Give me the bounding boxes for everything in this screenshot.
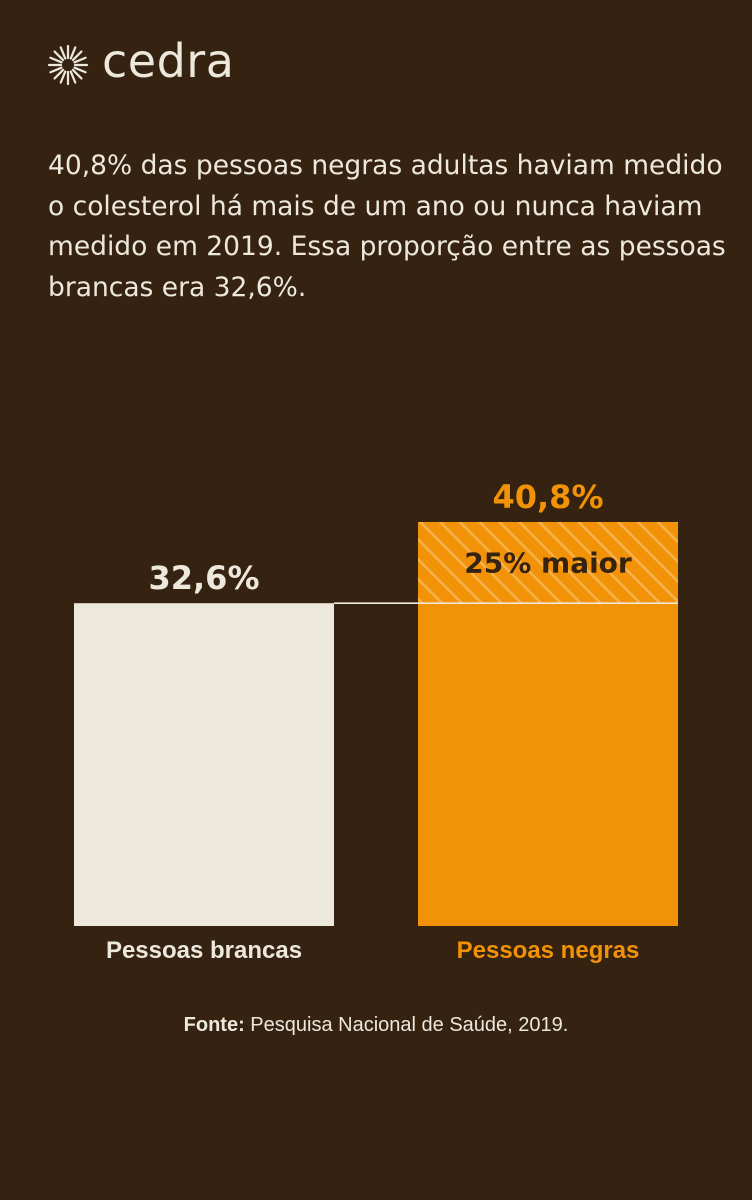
brand-name: cedra xyxy=(102,34,235,88)
annotation-label: 25% maior xyxy=(464,547,632,580)
value-label-negras: 40,8% xyxy=(492,478,603,516)
sun-ray xyxy=(53,50,65,62)
source-text: Pesquisa Nacional de Saúde, 2019. xyxy=(244,1014,569,1036)
sun-ray xyxy=(59,46,67,60)
bar-pessoas-brancas xyxy=(74,603,334,926)
sun-ray xyxy=(59,70,67,84)
sun-ray xyxy=(71,68,83,80)
sun-ray xyxy=(73,66,87,74)
source-note: Fonte: Pesquisa Nacional de Saúde, 2019. xyxy=(0,1014,752,1037)
bar-difference-hatched xyxy=(418,522,678,604)
sun-ray xyxy=(53,68,65,80)
sun-icon xyxy=(47,44,89,86)
headline-text: 40,8% das pessoas negras adultas haviam … xyxy=(48,150,726,303)
category-label: Pessoas negras xyxy=(457,937,640,964)
bar-chart: 32,6% 40,8% 25% maior Pessoas brancas Pessoa… xyxy=(74,478,678,964)
sun-ray xyxy=(49,66,63,74)
value-label-brancas: 32,6% xyxy=(148,559,259,597)
category-label: Pessoas brancas xyxy=(106,937,302,964)
sun-ray xyxy=(69,70,77,84)
sun-ray xyxy=(69,46,77,60)
sun-ray xyxy=(73,56,87,64)
brand-logo: cedra xyxy=(46,38,234,88)
sun-ray xyxy=(71,50,83,62)
bar-pessoas-negras xyxy=(418,603,678,926)
source-label: Fonte: xyxy=(183,1014,245,1036)
sun-ray xyxy=(49,56,63,64)
